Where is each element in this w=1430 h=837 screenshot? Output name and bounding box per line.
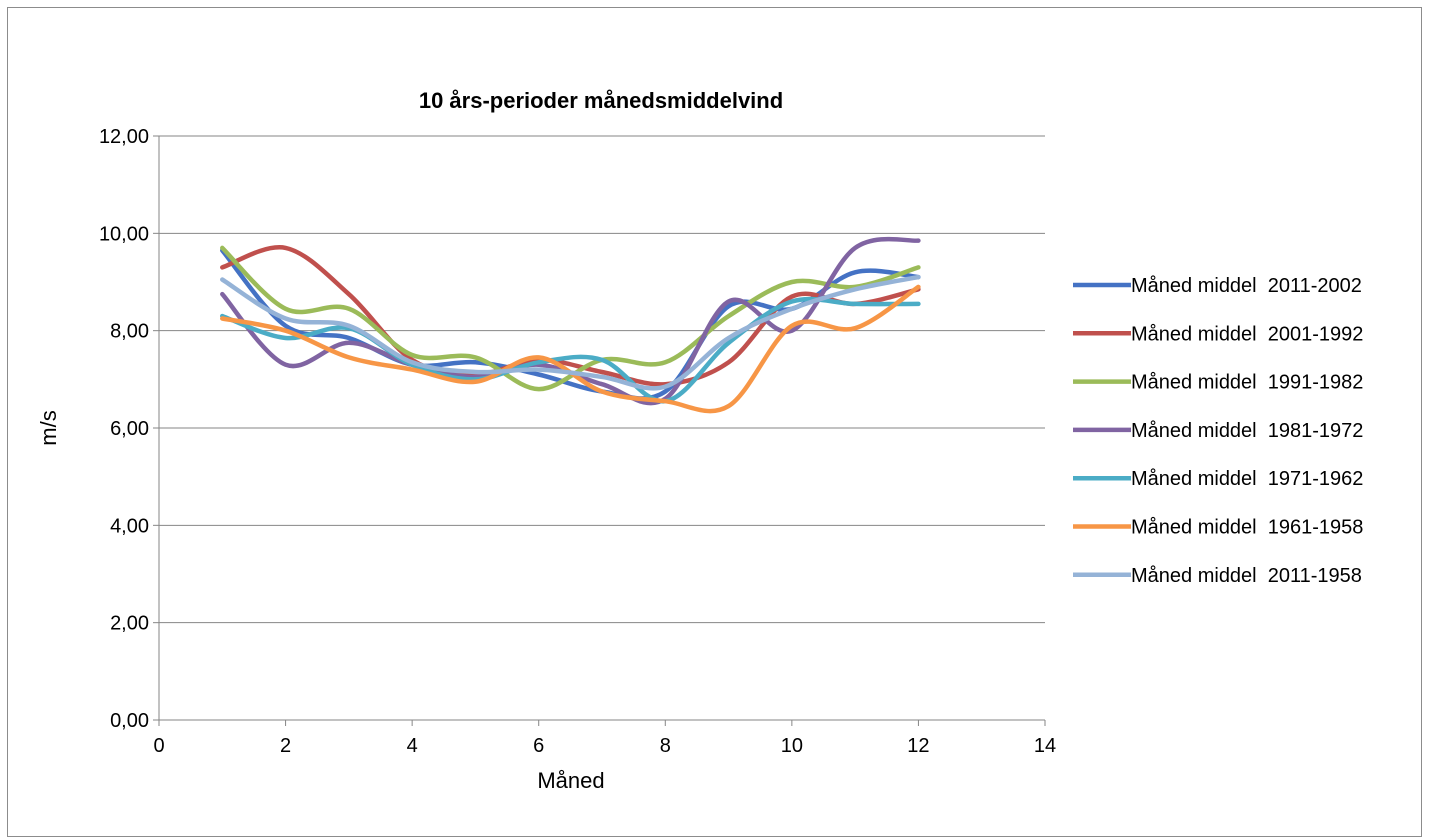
legend-label-0: Måned middel 2011-2002 — [1131, 275, 1362, 297]
x-tick-label: 6 — [533, 735, 544, 757]
x-axis-tick-labels: 0 2 4 6 8 10 12 14 — [153, 735, 1056, 757]
legend-label-6: Måned middel 2011-1958 — [1131, 565, 1362, 587]
y-tick-label: 6,00 — [110, 418, 149, 440]
legend-label-4: Måned middel 1971-1962 — [1131, 468, 1363, 490]
y-tick-label: 0,00 — [110, 710, 149, 732]
x-tick-label: 4 — [407, 735, 418, 757]
gridlines — [159, 135, 1045, 624]
y-tick-label: 4,00 — [110, 515, 149, 537]
line-chart: 10 års-perioder månedsmiddelvind 0,00 2,0… — [36, 88, 1363, 793]
x-tick-label: 14 — [1034, 735, 1056, 757]
axes — [153, 135, 1046, 726]
series-line-5 — [220, 284, 921, 414]
y-axis-tick-labels: 0,00 2,00 4,00 6,00 8,00 10,00 12,00 — [99, 126, 149, 732]
x-tick-label: 0 — [153, 735, 164, 757]
chart-area: 10 års-perioder månedsmiddelvind 0,00 2,0… — [7, 7, 1422, 837]
series-line-4 — [220, 296, 921, 404]
legend-label-3: Måned middel 1981-1972 — [1131, 420, 1363, 442]
x-axis-title: Måned — [537, 768, 604, 793]
y-tick-label: 10,00 — [99, 223, 149, 245]
x-tick-label: 12 — [907, 735, 929, 757]
series-line-6 — [220, 274, 921, 391]
legend-label-2: Måned middel 1991-1982 — [1131, 372, 1363, 394]
series-line-1 — [220, 245, 921, 387]
x-tick-label: 2 — [280, 735, 291, 757]
legend: Måned middel 2011-2002 Måned middel 2001-… — [1073, 275, 1363, 587]
series-lines — [220, 236, 921, 414]
legend-label-1: Måned middel 2001-1992 — [1131, 323, 1363, 345]
series-line-2 — [220, 245, 921, 392]
x-tick-label: 8 — [660, 735, 671, 757]
y-axis-title: m/s — [36, 410, 61, 445]
y-tick-label: 12,00 — [99, 126, 149, 148]
y-tick-label: 8,00 — [110, 321, 149, 343]
chart-title: 10 års-perioder månedsmiddelvind — [419, 88, 783, 113]
y-tick-label: 2,00 — [110, 613, 149, 635]
legend-label-5: Måned middel 1961-1958 — [1131, 517, 1363, 539]
x-tick-label: 10 — [781, 735, 803, 757]
